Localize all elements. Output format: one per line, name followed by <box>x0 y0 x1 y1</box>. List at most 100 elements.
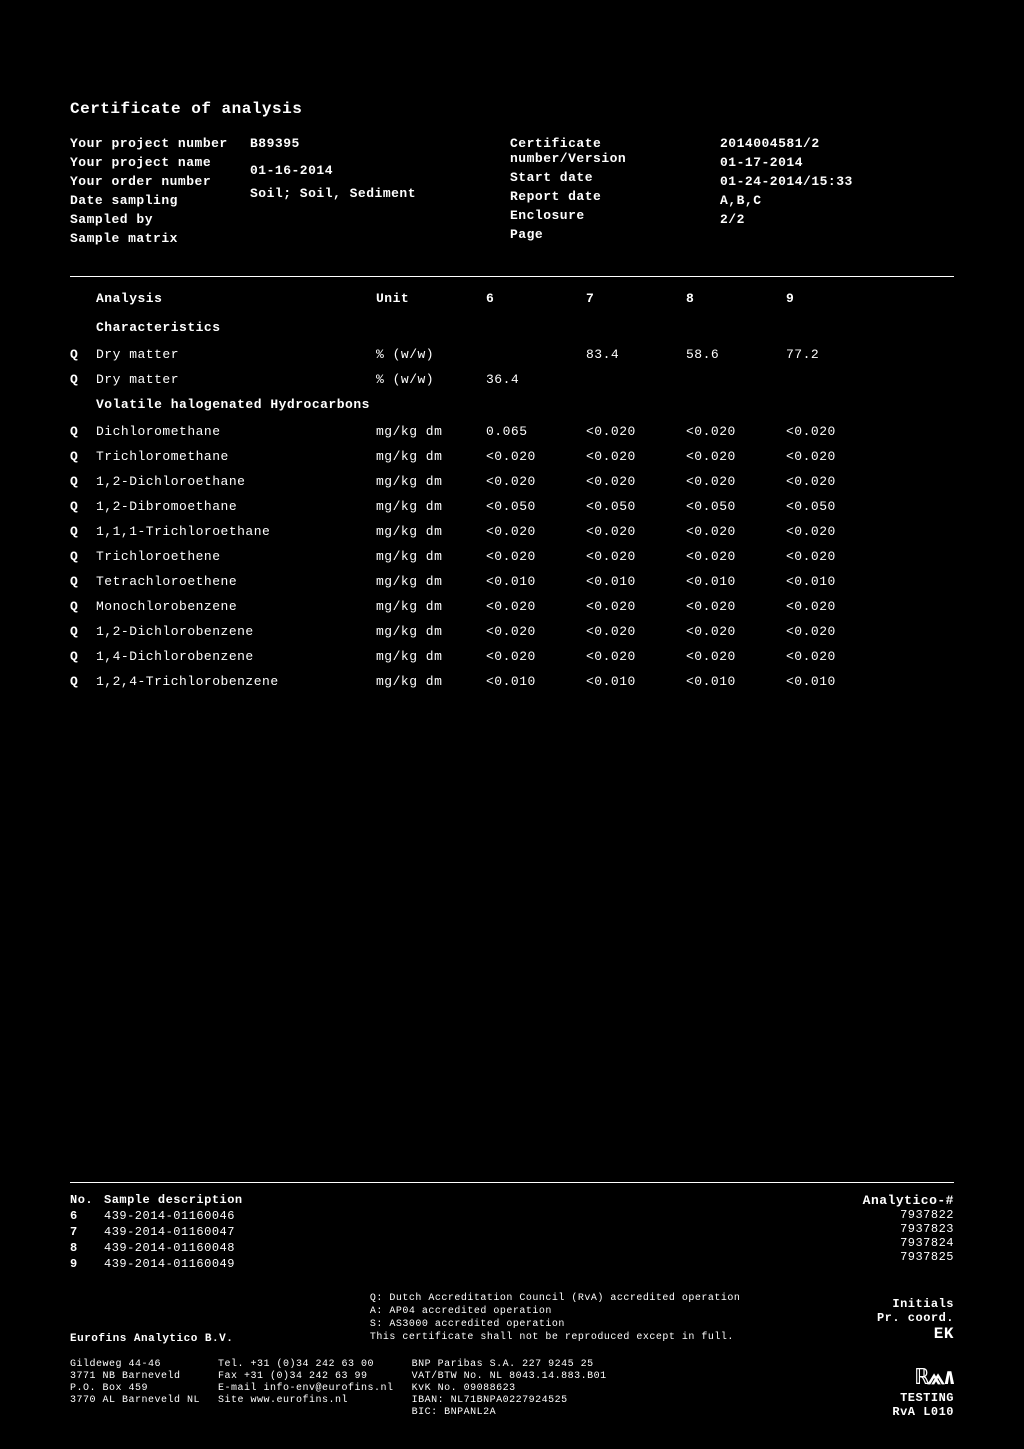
text-value: 01-16-2014 <box>250 163 510 178</box>
unit-value: mg/kg dm <box>376 549 486 564</box>
q-marker: Q <box>70 574 96 589</box>
unit-value: mg/kg dm <box>376 574 486 589</box>
text-value: Report date <box>510 189 720 204</box>
val-7: <0.020 <box>586 599 686 614</box>
q-marker: Q <box>70 499 96 514</box>
accred-line: A: AP04 accredited operation <box>370 1306 741 1317</box>
sample-desc: 439-2014-01160046 <box>104 1209 235 1223</box>
text-value: Your project name <box>70 155 250 170</box>
text-value: 3770 AL Barneveld NL <box>70 1395 200 1406</box>
accreditation-block: Eurofins Analytico B.V. Q: Dutch Accredi… <box>70 1293 954 1345</box>
analytico-number: 7937822 <box>863 1208 954 1222</box>
col-unit: Unit <box>376 291 486 306</box>
col-8: 8 <box>686 291 786 306</box>
val-7: <0.020 <box>586 524 686 539</box>
val-9: <0.020 <box>786 599 886 614</box>
val-9: 77.2 <box>786 347 886 362</box>
unit-value: mg/kg dm <box>376 674 486 689</box>
sample-no: 9 <box>70 1257 90 1271</box>
val-8: <0.010 <box>686 574 786 589</box>
text-value: Fax +31 (0)34 242 63 99 <box>218 1371 394 1382</box>
val-6: 36.4 <box>486 372 586 387</box>
text-value: B89395 <box>250 136 510 151</box>
val-9: <0.020 <box>786 524 886 539</box>
company-name: Eurofins Analytico B.V. <box>70 1333 233 1345</box>
analysis-name: Trichloroethene <box>96 549 376 564</box>
sample-no: 6 <box>70 1209 90 1223</box>
val-9: <0.020 <box>786 624 886 639</box>
val-8: <0.010 <box>686 674 786 689</box>
footer: No. Sample description 6439-2014-0116004… <box>70 1182 954 1419</box>
val-8: <0.050 <box>686 499 786 514</box>
analytico-number: 7937825 <box>863 1250 954 1264</box>
q-marker: Q <box>70 449 96 464</box>
text-value: VAT/BTW No. NL 8043.14.883.B01 <box>412 1371 607 1382</box>
val-8: <0.020 <box>686 599 786 614</box>
text-value: Start date <box>510 170 720 185</box>
val-8: <0.020 <box>686 449 786 464</box>
text-value: P.O. Box 459 <box>70 1383 200 1394</box>
text-value: 2014004581/2 <box>720 136 880 151</box>
text-value: 01-17-2014 <box>720 155 880 170</box>
text-value: 01-24-2014/15:33 <box>720 174 880 189</box>
sample-row: 7439-2014-01160047 <box>70 1225 243 1239</box>
analysis-name: 1,2-Dichlorobenzene <box>96 624 376 639</box>
val-9: <0.050 <box>786 499 886 514</box>
initials-label: Initials <box>877 1297 954 1311</box>
val-9: <0.020 <box>786 424 886 439</box>
page-title: Certificate of analysis <box>70 100 954 118</box>
text-value: A,B,C <box>720 193 880 208</box>
table-row: Q1,2-Dichloroethanemg/kg dm<0.020<0.020<… <box>70 474 954 489</box>
table-row: Q1,2-Dibromoethanemg/kg dm<0.050<0.050<0… <box>70 499 954 514</box>
val-6: <0.020 <box>486 649 586 664</box>
table-row: QTetrachloroethenemg/kg dm<0.010<0.010<0… <box>70 574 954 589</box>
meta-block: Your project numberYour project nameYour… <box>70 136 954 246</box>
meta-left-labels: Your project numberYour project nameYour… <box>70 136 250 246</box>
val-6: <0.020 <box>486 549 586 564</box>
analytico-number: 7937824 <box>863 1236 954 1250</box>
unit-value: mg/kg dm <box>376 449 486 464</box>
val-7: <0.020 <box>586 474 686 489</box>
section-vhh: Volatile halogenated Hydrocarbons <box>70 397 954 412</box>
val-6: <0.020 <box>486 524 586 539</box>
logo-rva-code: RvA L010 <box>892 1405 954 1419</box>
accred-line: This certificate shall not be reproduced… <box>370 1332 741 1343</box>
section-characteristics: Characteristics <box>70 320 954 335</box>
val-8: <0.020 <box>686 524 786 539</box>
company-block: Gildeweg 44-463771 NB BarneveldP.O. Box … <box>70 1359 954 1419</box>
analysis-name: Tetrachloroethene <box>96 574 376 589</box>
q-marker: Q <box>70 624 96 639</box>
divider <box>70 276 954 277</box>
analytico-number: 7937823 <box>863 1222 954 1236</box>
q-marker: Q <box>70 674 96 689</box>
text-value: Certificate number/Version <box>510 136 720 166</box>
q-marker: Q <box>70 347 96 362</box>
text-value: Gildeweg 44-46 <box>70 1359 200 1370</box>
meta-right-values: 2014004581/2 01-17-2014 01-24-2014/15:33 A,… <box>720 136 880 246</box>
unit-value: % (w/w) <box>376 372 486 387</box>
sample-no: 8 <box>70 1241 90 1255</box>
val-7: 83.4 <box>586 347 686 362</box>
val-8: 58.6 <box>686 347 786 362</box>
val-9: <0.010 <box>786 574 886 589</box>
val-9: <0.020 <box>786 449 886 464</box>
val-7: <0.010 <box>586 674 686 689</box>
accred-line: Q: Dutch Accreditation Council (RvA) acc… <box>370 1293 741 1304</box>
q-marker: Q <box>70 599 96 614</box>
table-row: Q1,4-Dichlorobenzenemg/kg dm<0.020<0.020… <box>70 649 954 664</box>
val-6: <0.010 <box>486 574 586 589</box>
unit-value: mg/kg dm <box>376 624 486 639</box>
samples-header-no: No. <box>70 1193 90 1207</box>
analysis-name: Monochlorobenzene <box>96 599 376 614</box>
val-7: <0.020 <box>586 424 686 439</box>
unit-value: mg/kg dm <box>376 424 486 439</box>
text-value: BNP Paribas S.A. 227 9245 25 <box>412 1359 607 1370</box>
text-value: Soil; Soil, Sediment <box>250 186 510 201</box>
val-8: <0.020 <box>686 549 786 564</box>
meta-right-labels: Certificate number/Version Start date Repo… <box>510 136 720 246</box>
analysis-name: Dry matter <box>96 372 376 387</box>
meta-left-values: B89395 01-16-2014 Soil; Soil, Sediment <box>250 136 510 246</box>
val-6: <0.010 <box>486 674 586 689</box>
q-marker: Q <box>70 372 96 387</box>
val-7: <0.020 <box>586 649 686 664</box>
